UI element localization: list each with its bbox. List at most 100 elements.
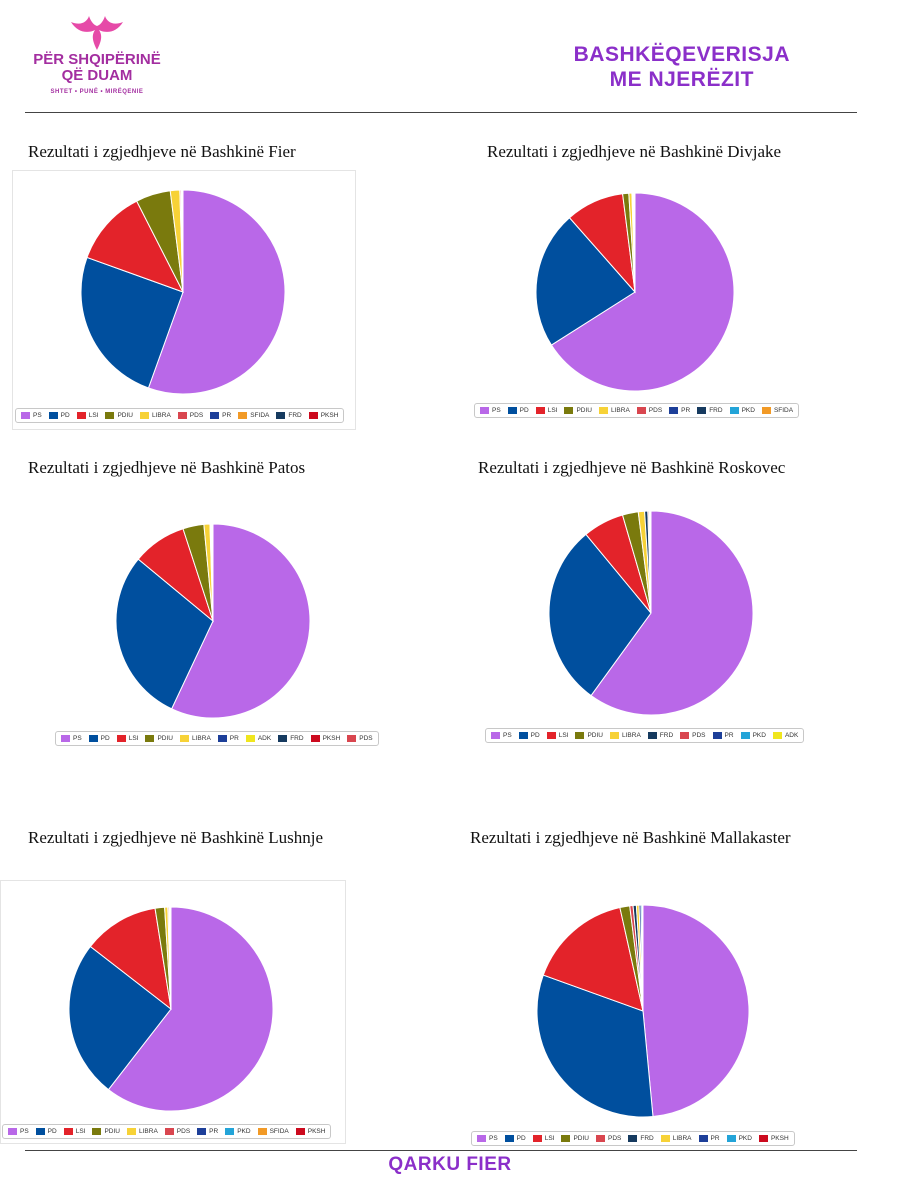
- legend-label: PKSH: [322, 735, 341, 742]
- legend-item-ps: PS: [8, 1128, 29, 1135]
- legend-label: PDS: [359, 735, 373, 742]
- legend-swatch: [63, 1128, 73, 1135]
- legend-swatch: [145, 735, 155, 742]
- pie-slice-libra: [203, 523, 214, 622]
- legend-swatch: [278, 735, 288, 742]
- header-title: BASHKËQEVERISJA ME NJERËZIT: [574, 42, 790, 92]
- pie-slice-pr: [648, 510, 652, 614]
- legend-swatch: [491, 732, 500, 739]
- legend-swatch: [347, 735, 357, 742]
- legend-item-pd: PD: [88, 735, 110, 742]
- legend-label: PKD: [741, 407, 755, 414]
- legend-swatch: [35, 1128, 45, 1135]
- legend-item-pksh: PKSH: [758, 1135, 789, 1142]
- legend-swatch: [217, 735, 227, 742]
- legend-label: FRD: [709, 407, 723, 414]
- legend-item-frd: FRD: [647, 732, 673, 739]
- legend-item-ps: PS: [477, 1135, 498, 1142]
- legend-label: PD: [530, 732, 540, 739]
- legend-item-lsi: LSI: [546, 732, 569, 739]
- legend-swatch: [518, 732, 528, 739]
- legend-swatch: [740, 732, 750, 739]
- legend-swatch: [276, 412, 286, 419]
- pie-slice-pd: [548, 533, 652, 697]
- pie-slice-pdiu: [182, 523, 214, 622]
- legend-item-lsi: LSI: [532, 1135, 554, 1142]
- legend-item-libra: LIBRA: [660, 1135, 692, 1142]
- legend-swatch: [164, 1128, 174, 1135]
- legend-label: SFIDA: [269, 1128, 289, 1135]
- legend-label: LSI: [547, 407, 558, 414]
- legend-swatch: [116, 735, 126, 742]
- legend-swatch: [660, 1135, 670, 1142]
- legend-item-pksh: PKSH: [310, 735, 341, 742]
- legend-swatch: [88, 735, 98, 742]
- legend-label: PS: [492, 407, 501, 414]
- legend-roskovec: PS PD LSI PDIU LIBRA FRD PDS PR PKD ADK: [485, 728, 805, 743]
- legend-label: PDIU: [104, 1128, 120, 1135]
- legend-item-libra: LIBRA: [127, 1128, 158, 1135]
- legend-item-ps: PS: [21, 412, 42, 419]
- legend-label: PD: [519, 407, 529, 414]
- pie-slice-pksh: [211, 523, 214, 622]
- legend-swatch: [310, 735, 320, 742]
- legend-swatch: [698, 1135, 708, 1142]
- legend-item-pds: PDS: [636, 407, 663, 414]
- legend-label: PDIU: [157, 735, 173, 742]
- legend-swatch: [772, 732, 782, 739]
- legend-label: LSI: [558, 732, 569, 739]
- legend-swatch: [575, 732, 585, 739]
- pie-slice-pdiu: [621, 511, 652, 614]
- legend-label: LIBRA: [152, 412, 171, 419]
- legend-label: PKSH: [307, 1128, 326, 1135]
- legend-swatch: [477, 1135, 486, 1142]
- chart-title-lushnje: Rezultati i zgjedhjeve në Bashkinë Lushn…: [28, 828, 324, 847]
- legend-label: PDIU: [117, 412, 133, 419]
- legend-swatch: [610, 732, 619, 739]
- legend-label: LSI: [88, 412, 99, 419]
- legend-swatch: [257, 1128, 267, 1135]
- legend-item-pr: PR: [210, 412, 231, 419]
- legend-item-pd: PD: [518, 732, 540, 739]
- legend-swatch: [238, 412, 248, 419]
- pie-slice-sfida: [633, 192, 636, 293]
- legend-item-pdiu: PDIU: [145, 735, 173, 742]
- legend-label: PS: [73, 735, 82, 742]
- pie-slice-pd: [535, 217, 636, 346]
- legend-label: SFIDA: [250, 412, 270, 419]
- legend-item-sfida: SFIDA: [238, 412, 269, 419]
- legend-swatch: [504, 1135, 514, 1142]
- legend-swatch: [532, 1135, 542, 1142]
- legend-item-pds: PDS: [347, 735, 373, 742]
- legend-swatch: [180, 735, 189, 742]
- legend-item-pksh: PKSH: [295, 1128, 326, 1135]
- legend-swatch: [599, 407, 608, 414]
- legend-swatch: [127, 1128, 136, 1135]
- legend-label: LIBRA: [192, 735, 211, 742]
- legend-label: PR: [681, 407, 691, 414]
- legend-label: SFIDA: [773, 407, 794, 414]
- legend-label: LIBRA: [622, 732, 641, 739]
- legend-item-libra: LIBRA: [180, 735, 211, 742]
- legend-label: PDS: [648, 407, 663, 414]
- party-logo: PËR SHQIPËRINË QË DUAM SHTET • PUNË • MI…: [22, 12, 172, 97]
- pie-slice-pr: [631, 192, 636, 293]
- pie-slice-pr: [209, 523, 214, 622]
- pie-slice-lsi: [585, 514, 652, 614]
- legend-label: PS: [489, 1135, 498, 1142]
- legend-swatch: [295, 1128, 305, 1135]
- legend-label: PKD: [752, 732, 766, 739]
- legend-item-pd: PD: [35, 1128, 57, 1135]
- pie-slice-pds: [631, 192, 636, 293]
- pie-slice-libra: [635, 904, 644, 1012]
- pie-slice-libra: [628, 192, 636, 293]
- legend-item-lsi: LSI: [116, 735, 138, 742]
- legend-mallakaster: PS PD LSI PDIU PDS FRD LIBRA PR PKD PKSH: [471, 1131, 795, 1146]
- legend-item-pdiu: PDIU: [575, 732, 603, 739]
- legend-item-pd: PD: [48, 412, 70, 419]
- legend-item-pkd: PKD: [225, 1128, 251, 1135]
- pie-slice-ps: [171, 523, 311, 719]
- legend-swatch: [546, 732, 556, 739]
- legend-label: LSI: [75, 1128, 86, 1135]
- chart-title-divjake: Rezultati i zgjedhjeve në Bashkinë Divja…: [487, 142, 782, 161]
